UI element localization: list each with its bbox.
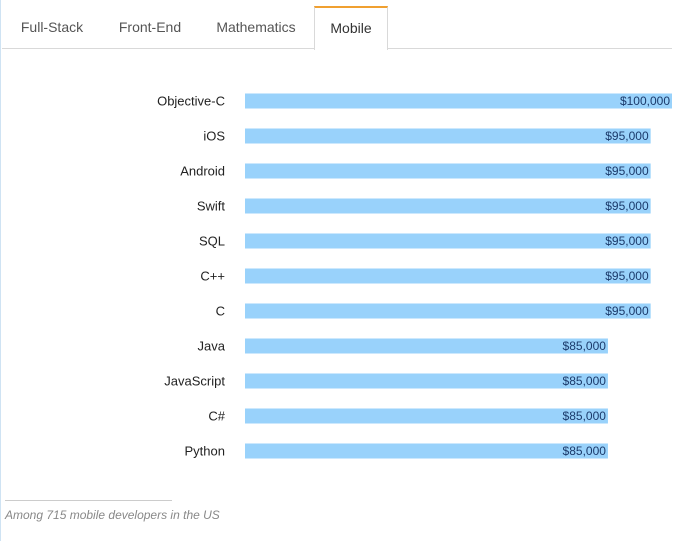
value-label: $85,000 [563,409,607,423]
value-label: $95,000 [605,199,649,213]
footnote-divider [5,500,172,501]
bar-sql [245,233,651,249]
bar-javascript [245,373,608,389]
category-label: C [216,304,225,319]
category-label: Swift [197,199,226,214]
value-label: $95,000 [605,269,649,283]
bar-java [245,338,608,354]
category-label: JavaScript [164,374,225,389]
tab-full-stack[interactable]: Full-Stack [20,19,84,35]
bar-swift [245,198,651,214]
salary-bar-chart: Objective-C $100,000 iOS $95,000 Android $95,… [157,93,672,459]
bar-android [245,163,651,179]
value-label: $85,000 [563,374,607,388]
category-label: iOS [203,129,225,144]
bar-c [245,303,651,319]
value-label: $95,000 [605,234,649,248]
tab-bar: Full-Stack Front-End Mathematics Mobile [2,6,672,50]
category-label: SQL [199,234,225,249]
value-label: $95,000 [605,164,649,178]
bar-objective-c [245,93,672,109]
category-label: Objective-C [157,94,225,109]
category-label: Java [198,339,226,354]
category-label: C# [208,409,225,424]
value-label: $85,000 [563,444,607,458]
tab-mobile[interactable]: Mobile [314,6,388,50]
category-label: Android [180,164,225,179]
value-label: $95,000 [605,129,649,143]
category-label: C++ [200,269,225,284]
value-label: $85,000 [563,339,607,353]
tab-mathematics[interactable]: Mathematics [216,19,296,35]
footnote: Among 715 mobile developers in the US [5,508,220,522]
tab-front-end[interactable]: Front-End [118,19,182,35]
bar-ios [245,128,651,144]
bar-python [245,443,608,459]
value-label: $95,000 [605,304,649,318]
value-label: $100,000 [620,94,670,108]
bar-c- [245,408,608,424]
bar-c- [245,268,651,284]
category-label: Python [185,444,225,459]
